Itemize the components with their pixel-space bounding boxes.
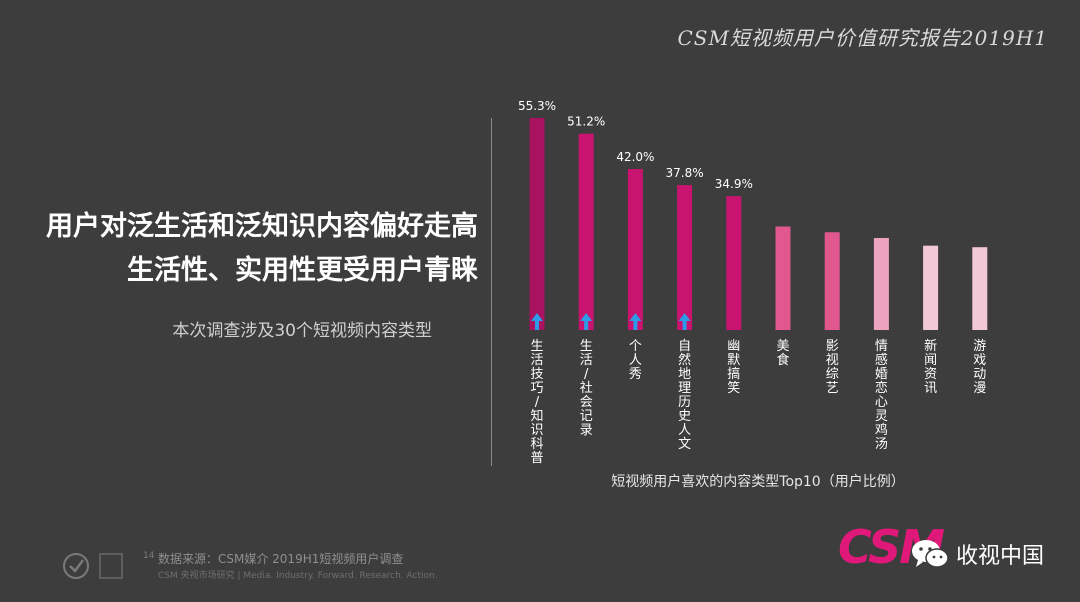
bar-3	[627, 169, 643, 330]
wechat-badge: 收视中国	[910, 533, 1060, 575]
value-label-4: 37.8%	[666, 166, 704, 180]
category-label-4: 自然地理历史人文	[678, 339, 691, 452]
bar-2	[578, 133, 594, 330]
category-label-3: 个人秀	[629, 339, 642, 382]
wechat-account-name: 收视中国	[956, 544, 1045, 569]
footnote: CSM 央视市场研究 | Media. Industry. Forward. R…	[158, 571, 438, 581]
bar-6	[775, 226, 791, 330]
chart-caption: 短视频用户喜欢的内容类型Top10（用户比例）	[611, 474, 905, 490]
bar-1	[529, 118, 545, 331]
report-title: CSM短视频用户价值研究报告2019H1	[677, 26, 1048, 50]
category-label-2: 生活/社会记录	[580, 339, 593, 438]
category-label-1: 生活技巧/知识科普	[530, 339, 543, 466]
bar-7	[824, 232, 840, 330]
subheadline: 本次调查涉及30个短视频内容类型	[172, 321, 432, 341]
bar-9	[923, 245, 939, 330]
value-label-5: 34.9%	[715, 177, 753, 191]
rising-arrow-icon	[629, 313, 642, 330]
value-label-3: 42.0%	[616, 150, 654, 164]
bar-4	[677, 185, 693, 330]
rising-arrow-icon	[678, 313, 691, 330]
headline-line-1: 用户对泛生活和泛知识内容偏好走高	[46, 211, 478, 242]
certification-logos	[63, 553, 123, 579]
bar-10	[972, 247, 988, 330]
headline: 用户对泛生活和泛知识内容偏好走高 生活性、实用性更受用户青睐	[46, 205, 478, 293]
page-number: 14	[143, 551, 155, 561]
data-source: 数据来源：CSM媒介 2019H1短视频用户调查	[158, 552, 404, 566]
rising-arrow-icon	[531, 313, 543, 330]
category-label-9: 新闻资讯	[924, 338, 937, 396]
category-label-8: 情感婚恋心灵鸡汤	[875, 339, 888, 452]
category-label-5: 幽默搞笑	[727, 339, 740, 396]
rising-arrow-icon	[580, 313, 593, 330]
value-label-2: 51.2%	[567, 115, 605, 129]
headline-line-2: 生活性、实用性更受用户青睐	[127, 255, 478, 286]
category-label-6: 美食	[776, 339, 789, 368]
category-label-7: 影视综艺	[826, 339, 839, 396]
category-label-10: 游戏动漫	[973, 339, 986, 396]
vertical-divider	[491, 118, 492, 466]
bar-5	[726, 196, 742, 330]
wechat-icon	[912, 540, 949, 568]
value-label-1: 55.3%	[518, 99, 556, 113]
bar-8	[873, 238, 889, 330]
